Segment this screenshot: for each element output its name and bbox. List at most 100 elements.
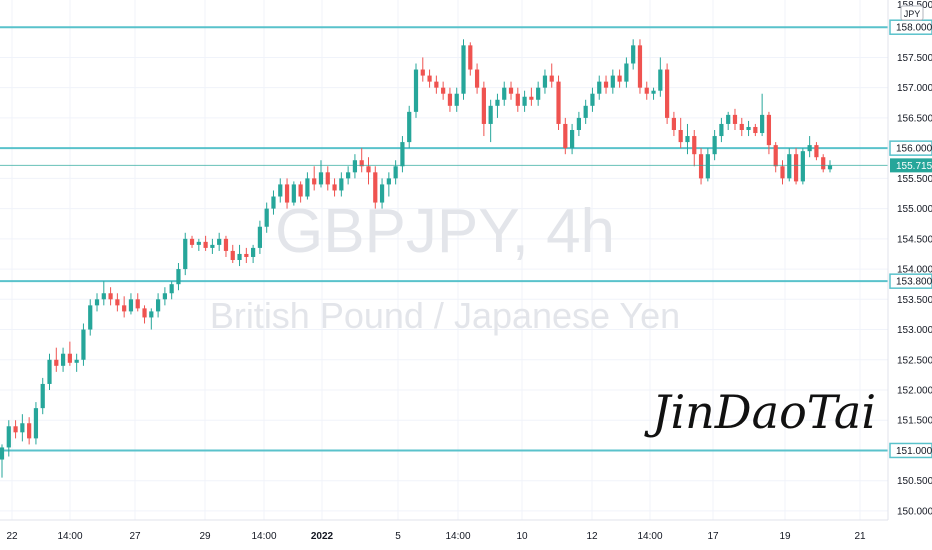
candle-body [732,114,738,124]
candle-body [264,208,269,227]
candle-body [726,114,731,124]
candle-body [441,87,446,94]
currency-label: JPY [904,9,921,19]
candle-body [671,117,677,130]
candle-body [54,359,59,366]
candle-body [447,93,453,106]
candle-body [339,178,344,191]
candles [0,39,833,478]
currency-badge[interactable]: JPY [900,5,924,21]
candle-body [217,238,222,245]
candle-body [13,426,18,433]
candle-body [529,96,534,100]
candle-body [196,241,201,245]
candle-body [108,293,113,300]
candle-body [291,184,296,203]
y-tick-label: 151.500 [897,416,932,427]
candle-body [563,123,568,149]
x-tick-label: 19 [779,531,791,542]
candle-body [454,93,459,106]
candle-body [128,299,134,312]
level-label: 156.000 [896,144,932,155]
candle-body [603,81,609,88]
candle-body [325,172,330,185]
candle-body [644,87,649,94]
y-tick-label: 154.500 [897,234,932,245]
candle-body [651,90,656,94]
symbol-watermark: GBPJPY, 4h [275,197,615,266]
x-tick-label: 14:00 [445,531,470,542]
candle-body [481,87,486,124]
candle-body [393,166,398,179]
level-label: 151.000 [896,446,932,457]
candle-body [169,284,174,294]
candle-body [47,359,52,384]
candle-body [101,293,106,300]
x-tick-label: 12 [586,531,598,542]
candle-body [434,81,439,88]
candle-body [88,305,93,330]
candle-body [617,75,622,82]
candle-body [420,69,425,76]
time-axis[interactable]: 22 14:00 27 29 14:00 2022 5 14:00 10 12 14:00 17 19 2… [6,531,866,542]
candle-body [183,238,188,270]
candle-body [760,114,765,134]
candle-body [27,423,32,439]
level-label-box [889,140,932,156]
candle-body [312,178,317,185]
candle-body [474,69,480,88]
candle-body [746,126,751,130]
candle-body [366,166,371,173]
candle-body [569,130,575,149]
candle-body [508,87,514,94]
level-label: 153.800 [896,277,932,288]
candle-body [590,93,595,106]
candle-body [685,136,690,143]
x-tick-label: 17 [707,531,719,542]
x-tick-label: 29 [199,531,211,542]
x-tick-label: 5 [395,531,401,542]
candle-body [515,93,520,106]
x-tick-label: 21 [854,531,866,542]
candle-body [780,166,785,179]
candle-body [135,299,140,309]
last-price-label-box [890,158,932,173]
candle-body [359,160,364,167]
candle-body [407,111,412,143]
candle-body [352,160,358,173]
candle-body [739,123,744,130]
candle-body [142,308,147,318]
candle-body [549,75,554,82]
candle-body [40,383,45,409]
y-tick-label: 154.000 [897,265,932,276]
candle-body [698,154,704,179]
candle-body [74,359,79,363]
candle-body [203,241,208,248]
candle-body [94,299,100,306]
candle-body [257,226,263,248]
candle-body [20,423,25,433]
candle-body [251,247,256,257]
candle-body [373,172,378,203]
candle-body [223,238,229,251]
y-tick-label: 157.000 [897,83,932,94]
candle-body [556,81,561,124]
signature: JinDaoTai [644,385,876,439]
description-watermark: British Pound / Japanese Yen [210,295,680,336]
candle-body [576,117,581,130]
price-axis[interactable]: 150.000 150.500 151.000 151.500 152.000 152.5… [889,0,932,517]
y-tick-label: 153.000 [897,325,932,336]
y-tick-label: 156.500 [897,113,932,124]
candle-body [6,426,11,448]
candle-body [0,447,5,460]
candle-body [583,105,588,118]
candle-body [237,253,242,260]
level-label-box [889,442,932,459]
candle-body [386,178,391,185]
candle-body [712,136,717,155]
candle-body [800,151,805,182]
x-tick-label: 14:00 [251,531,276,542]
y-tick-label: 152.500 [897,355,932,366]
x-tick-label: 2022 [311,531,334,542]
